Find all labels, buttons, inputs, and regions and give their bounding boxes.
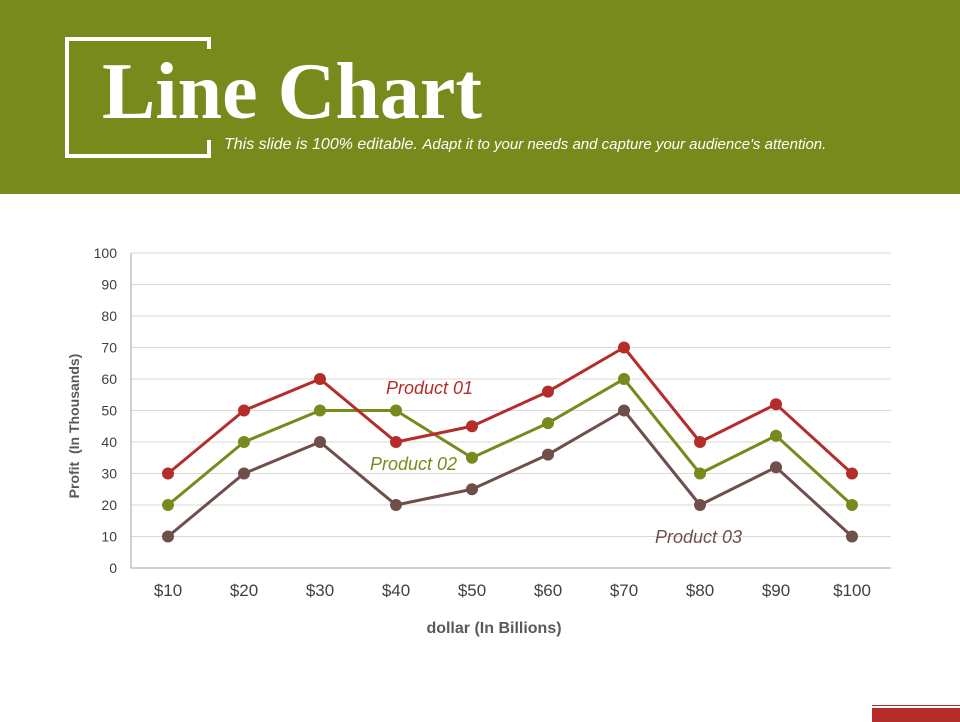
y-axis-title: Profit (In Thousands) <box>66 354 82 499</box>
subtitle-rest: Adapt it to your needs and capture your … <box>422 136 827 153</box>
x-tick-label: $80 <box>686 581 714 600</box>
data-point <box>542 417 554 430</box>
x-tick-label: $50 <box>458 581 486 600</box>
data-point <box>618 404 630 417</box>
data-point <box>314 373 326 385</box>
data-point <box>314 436 326 448</box>
title-banner: Line Chart This slide is 100% editable. … <box>0 0 960 194</box>
data-point <box>542 385 554 398</box>
data-point <box>542 448 554 461</box>
data-point <box>238 467 250 480</box>
x-tick-label: $60 <box>534 581 562 600</box>
y-tick-label: 0 <box>109 560 117 576</box>
data-point <box>694 436 706 448</box>
data-point <box>466 483 478 496</box>
x-tick-label: $20 <box>230 581 258 600</box>
data-point <box>162 530 174 543</box>
data-point <box>390 499 402 511</box>
slide-title: Line Chart <box>102 48 482 136</box>
series-line-product-01 <box>167 346 854 475</box>
series-line-product-02 <box>167 377 854 507</box>
title-frame <box>65 37 211 158</box>
series-line-product-03 <box>167 409 854 538</box>
data-point <box>238 404 250 417</box>
line-chart: 0 10 20 30 40 50 60 70 80 90 100 $10 $20 $30 $40 $50 $60… <box>66 245 891 637</box>
subtitle-bold: This slide is 100% editable. <box>224 136 418 153</box>
data-point <box>466 451 478 464</box>
data-point <box>846 530 858 543</box>
data-point <box>694 499 706 511</box>
y-tick-label: 60 <box>101 371 117 387</box>
data-point <box>162 499 174 511</box>
data-point <box>162 467 174 480</box>
series-label-product-03: Product 03 <box>655 527 742 547</box>
y-tick-label: 100 <box>94 245 118 261</box>
data-point <box>694 467 706 480</box>
data-point <box>846 499 858 511</box>
y-tick-label: 40 <box>101 434 117 450</box>
data-point <box>390 404 402 417</box>
title-frame-top-tick <box>207 37 211 49</box>
series-label-product-01: Product 01 <box>386 378 473 398</box>
data-point <box>618 373 630 385</box>
x-tick-label: $40 <box>382 581 410 600</box>
data-point <box>314 404 326 417</box>
y-tick-label: 70 <box>101 340 117 356</box>
x-tick-label: $90 <box>762 581 790 600</box>
x-tick-label: $10 <box>154 581 182 600</box>
y-tick-label: 90 <box>101 277 117 293</box>
data-point <box>770 461 782 474</box>
x-tick-label: $70 <box>610 581 638 600</box>
y-tick-label: 80 <box>101 308 117 324</box>
data-point <box>466 420 478 433</box>
data-point <box>770 398 782 411</box>
data-point <box>390 436 402 448</box>
y-tick-label: 50 <box>101 403 117 419</box>
data-point <box>846 467 858 480</box>
series-label-product-02: Product 02 <box>370 454 457 474</box>
data-point <box>238 436 250 448</box>
footer-accent-bar <box>872 706 960 722</box>
x-axis-title: dollar (In Billions) <box>426 620 561 637</box>
y-tick-label: 10 <box>101 529 117 545</box>
x-tick-label: $30 <box>306 581 334 600</box>
y-tick-label: 20 <box>101 497 117 513</box>
y-tick-label: 30 <box>101 466 117 482</box>
x-tick-label: $100 <box>833 581 871 600</box>
title-frame-bottom-tick <box>207 140 211 154</box>
data-point <box>770 429 782 442</box>
slide-subtitle: This slide is 100% editable. Adapt it to… <box>224 136 826 154</box>
data-point <box>618 341 630 354</box>
